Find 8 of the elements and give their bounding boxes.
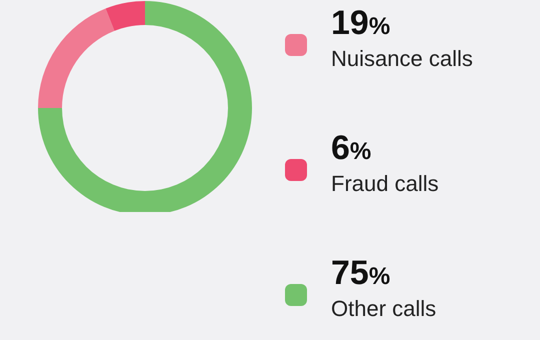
data-label: 19% — [331, 4, 390, 44]
legend-label: Fraud calls — [331, 171, 439, 197]
data-label: 6% — [331, 129, 372, 169]
legend-label: Other calls — [331, 296, 436, 322]
data-label: 75% — [331, 254, 390, 294]
donut-slice — [38, 8, 114, 108]
legend-label: Nuisance calls — [331, 46, 473, 72]
donut-slice — [106, 1, 145, 31]
